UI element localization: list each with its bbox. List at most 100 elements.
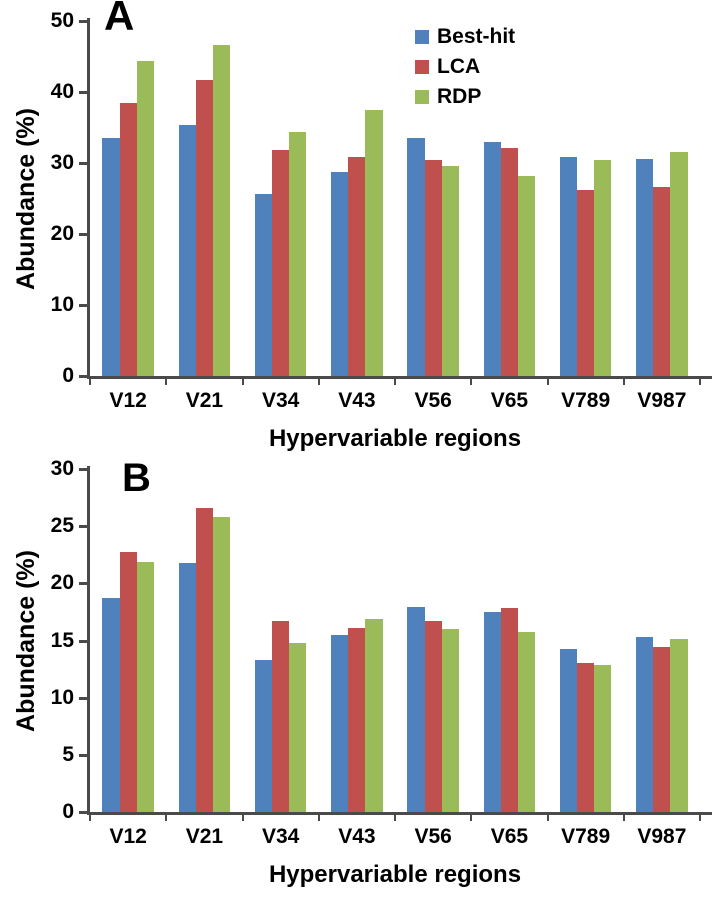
bar-rdp-v56 [441, 629, 459, 812]
bar-rdp-v34 [289, 131, 307, 376]
bar-rdp-v43 [365, 618, 383, 812]
bar-lca-v34 [272, 621, 290, 812]
x-cat-label: V21 [185, 825, 224, 848]
bar-rdp-v21 [212, 45, 231, 376]
legend-swatch-lca [415, 60, 429, 74]
bar-lca-v43 [348, 627, 366, 812]
x-axis-tick [394, 379, 396, 385]
y-axis-tick [79, 811, 87, 814]
x-axis-tick [546, 815, 549, 821]
bar-best-hit-v789 [559, 648, 577, 812]
y-axis-tick [79, 753, 87, 757]
bar-rdp-v789 [594, 160, 612, 376]
y-tick-label: 40 [50, 80, 74, 103]
y-axis-line [87, 466, 90, 815]
y-tick-label: 25 [50, 514, 74, 538]
bar-lca-v21 [195, 79, 213, 376]
bar-lca-v56 [424, 621, 442, 812]
bar-lca-v43 [348, 156, 366, 376]
bar-best-hit-v56 [407, 138, 425, 376]
x-axis-tick [622, 815, 625, 821]
y-tick-label: 30 [50, 151, 74, 174]
bar-rdp-v65 [517, 176, 536, 376]
x-axis-tick [394, 815, 396, 821]
x-axis-title: Hypervariable regions [268, 861, 522, 888]
y-axis-title: Abundance (%) [12, 549, 40, 732]
y-tick-label: 15 [50, 628, 74, 652]
bar-lca-v12 [119, 102, 137, 376]
y-axis-tick [79, 375, 87, 378]
x-axis-tick [241, 815, 244, 821]
x-axis-tick [89, 815, 91, 821]
y-tick-label: 10 [50, 685, 74, 709]
x-cat-label: V34 [261, 825, 300, 848]
bar-best-hit-v789 [559, 157, 577, 376]
bar-rdp-v56 [441, 165, 459, 376]
panel-letter-B: B [122, 456, 151, 500]
x-cat-label: V12 [109, 825, 147, 848]
x-axis-tick [699, 815, 701, 821]
bar-rdp-v43 [365, 110, 383, 376]
x-cat-label: V65 [490, 825, 529, 848]
bar-lca-v34 [272, 149, 290, 376]
x-cat-label: V56 [414, 389, 452, 412]
x-cat-label: V65 [490, 389, 529, 412]
x-axis-tick [241, 379, 244, 385]
bar-rdp-v34 [289, 642, 307, 812]
x-cat-label: V987 [637, 825, 687, 848]
y-tick-label: 50 [50, 9, 74, 32]
panel-letter-A: A [104, 0, 135, 39]
bar-best-hit-v43 [331, 634, 349, 812]
x-axis-tick [317, 815, 320, 821]
y-tick-label: 20 [50, 571, 74, 595]
legend-label-rdp: RDP [437, 85, 482, 108]
y-axis-tick [79, 639, 87, 643]
y-axis-tick [79, 20, 87, 23]
x-axis-tick [546, 379, 549, 385]
x-cat-label: V34 [261, 389, 300, 412]
x-axis-tick [470, 379, 473, 385]
y-axis-tick [79, 91, 87, 94]
bar-best-hit-v987 [636, 637, 654, 812]
bar-best-hit-v65 [483, 611, 501, 812]
bar-best-hit-v43 [331, 171, 349, 376]
x-cat-label: V43 [338, 389, 376, 412]
bar-rdp-v21 [212, 517, 231, 812]
x-axis-title: Hypervariable regions [268, 425, 522, 452]
bar-rdp-v987 [670, 151, 688, 376]
legend-label-lca: LCA [437, 55, 481, 78]
bar-lca-v987 [653, 647, 671, 812]
x-cat-label: V21 [185, 389, 224, 412]
legend-swatch-rdp [415, 90, 429, 104]
x-axis-tick [165, 379, 168, 385]
legend-label-best-hit: Best-hit [437, 25, 516, 48]
x-axis-tick [89, 379, 91, 385]
y-axis-tick [79, 582, 87, 586]
bar-rdp-v65 [517, 632, 536, 812]
bar-lca-v12 [119, 552, 137, 812]
y-tick-label: 10 [50, 293, 74, 316]
chart-panel-B: 0 5 10 15 20 25 30 V12 V21 V34 V43 V56 V65 V789 V987 Hy… [0, 448, 724, 898]
bar-best-hit-v21 [178, 562, 196, 812]
bar-rdp-v12 [136, 561, 154, 812]
bar-best-hit-v21 [178, 125, 196, 376]
y-tick-label: 30 [50, 457, 74, 480]
bar-best-hit-v12 [102, 138, 120, 376]
bar-best-hit-v56 [407, 607, 425, 812]
x-axis-tick [470, 815, 473, 821]
x-cat-label: V56 [414, 825, 452, 848]
y-axis-line [87, 18, 90, 379]
bar-rdp-v12 [136, 61, 154, 376]
y-tick-label: 0 [62, 800, 74, 823]
x-cat-label: V789 [561, 389, 611, 412]
bar-lca-v56 [424, 160, 442, 376]
x-cat-label: V789 [561, 825, 611, 848]
x-axis-tick [699, 379, 701, 385]
bar-best-hit-v34 [254, 194, 272, 376]
bar-lca-v789 [577, 189, 595, 376]
chart-panel-A: 0 10 20 30 40 50 V12 V21 V34 V43 V56 V65 V789 V987 Hyp… [0, 0, 724, 452]
y-axis-tick [79, 233, 87, 236]
x-cat-label: V43 [338, 825, 376, 848]
x-axis-tick [317, 379, 320, 385]
x-axis-tick [165, 815, 168, 821]
